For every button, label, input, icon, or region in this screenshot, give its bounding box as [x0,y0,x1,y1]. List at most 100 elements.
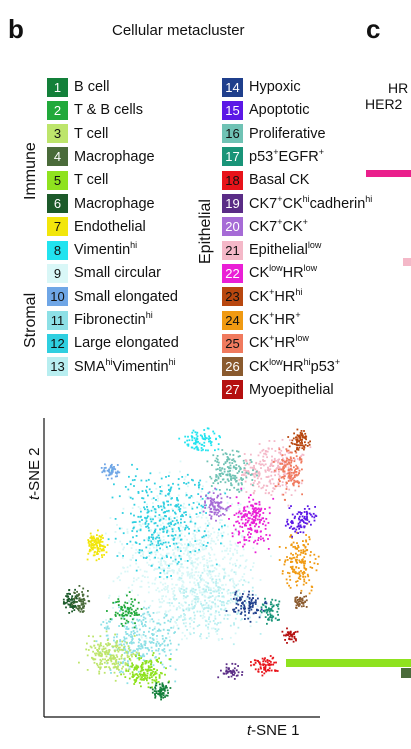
tsne-point [144,676,146,679]
tsne-point [224,481,227,484]
tsne-point [159,688,161,691]
tsne-point [292,457,295,459]
tsne-point [108,594,111,597]
tsne-point [257,454,260,457]
tsne-point [184,435,187,438]
tsne-point [97,653,100,656]
tsne-point [167,535,170,537]
tsne-point [93,537,96,540]
tsne-point [309,561,311,563]
tsne-point [150,509,153,512]
tsne-point [140,685,142,688]
tsne-point [220,542,222,545]
tsne-point [119,649,121,651]
tsne-point [243,605,246,608]
tsne-point [190,495,193,497]
tsne-point [265,476,268,478]
tsne-point [241,522,244,525]
tsne-point [243,579,246,582]
tsne-point [114,537,117,540]
tsne-point [119,640,121,643]
legend-label: T cell [74,125,109,142]
tsne-point [285,486,288,488]
tsne-point [171,569,173,572]
tsne-y-axis-label: t-SNE 2 [26,447,43,500]
tsne-point [229,601,232,604]
tsne-point [144,516,146,519]
tsne-point [301,559,303,561]
tsne-point [204,436,207,439]
tsne-point [139,678,142,681]
tsne-point [183,595,186,598]
tsne-point [105,666,108,668]
tsne-point [193,611,195,614]
tsne-point [163,640,165,643]
tsne-point [153,546,155,549]
tsne-point [242,459,245,462]
tsne-point [241,526,244,528]
tsne-point [169,503,172,506]
tsne-point [248,496,250,499]
tsne-point [118,614,121,616]
tsne-point [135,612,138,614]
tsne-point [278,451,280,454]
tsne-point [236,450,238,453]
tsne-point [234,527,237,530]
tsne-point [130,603,133,606]
tsne-point [115,641,118,644]
tsne-point [296,467,299,470]
tsne-point [109,466,112,469]
tsne-point [290,475,292,478]
tsne-point [108,471,111,474]
tsne-point [258,515,261,518]
tsne-point [116,649,119,652]
tsne-point [128,591,131,593]
tsne-point [217,443,220,445]
tsne-point [189,545,192,547]
tsne-point [214,459,217,462]
tsne-point [142,550,145,553]
tsne-point [175,530,178,533]
tsne-point [281,459,283,461]
tsne-point [131,671,134,674]
tsne-point [295,436,297,439]
tsne-point [290,544,293,547]
tsne-point [208,437,211,440]
tsne-point [118,600,120,603]
tsne-point [167,504,170,506]
tsne-point [138,613,140,616]
tsne-point [140,585,143,588]
tsne-point [306,505,309,508]
tsne-point [182,609,185,612]
tsne-point [132,536,134,539]
tsne-point [310,523,312,526]
tsne-point [196,539,199,542]
tsne-point [209,542,212,545]
tsne-point [199,610,202,613]
tsne-point [250,514,253,517]
tsne-point [210,589,212,592]
panel-c-bar-lightpink [403,258,411,266]
tsne-point [96,542,98,545]
tsne-point [67,595,70,598]
tsne-point [267,466,269,469]
tsne-point [303,517,306,520]
tsne-point [149,658,152,661]
tsne-point [192,429,195,432]
tsne-point [191,593,194,596]
tsne-point [295,639,297,642]
tsne-point [154,687,157,690]
tsne-point [309,440,311,443]
legend-swatch: 13 [47,357,68,377]
tsne-point [178,487,181,490]
tsne-point [138,516,141,519]
tsne-point [265,484,268,487]
tsne-point [157,629,160,632]
tsne-point [165,685,167,687]
tsne-point [232,466,235,469]
tsne-point [203,504,206,507]
tsne-point [181,604,184,607]
tsne-point [214,598,216,601]
tsne-point [197,563,200,566]
